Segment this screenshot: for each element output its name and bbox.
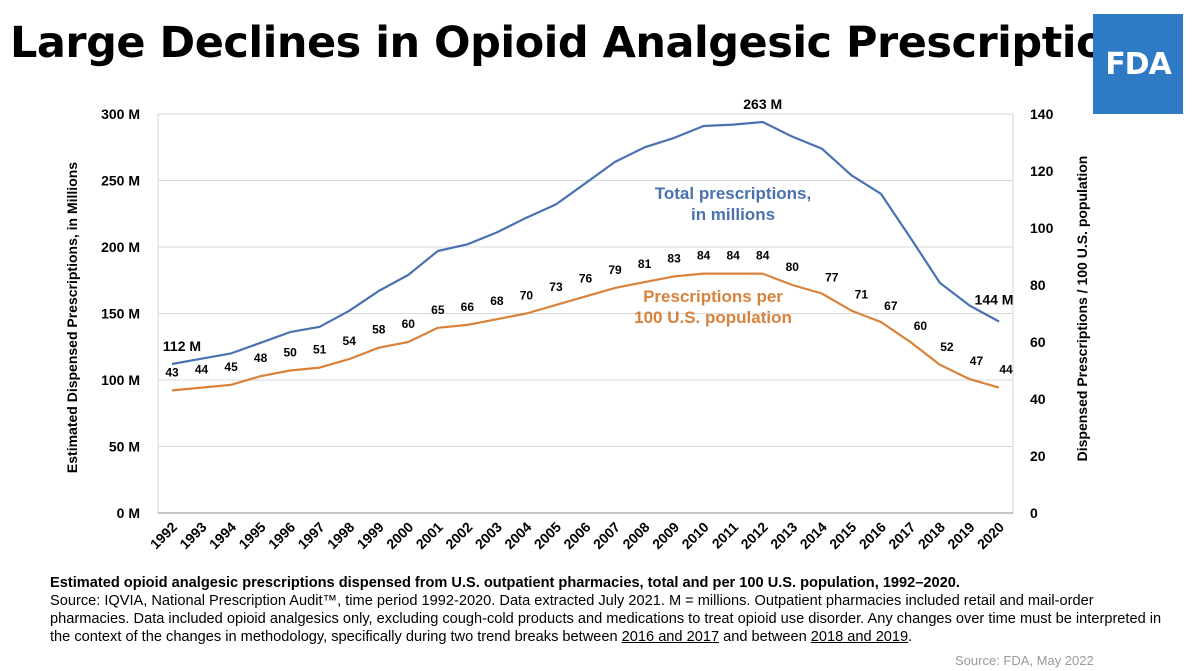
x-tick-label: 2003 [472,519,505,552]
y-left-axis-title: Estimated Dispensed Prescriptions, in Mi… [64,162,80,473]
per-100-series-label: 100 U.S. population [634,308,792,327]
per-100-data-label: 77 [825,271,839,285]
total-series-label: Total prescriptions, [655,184,812,203]
x-tick-label: 2014 [797,519,830,552]
x-tick-label: 2013 [767,519,800,552]
per-100-data-label: 51 [313,343,327,357]
per-100-data-label: 44 [195,363,209,377]
total-prescriptions-line [171,120,1000,366]
per-100-data-label: 58 [372,323,386,337]
y-left-tick-label: 150 M [101,306,140,322]
per-100-data-label: 84 [726,249,740,263]
x-tick-label: 2017 [885,519,918,552]
x-tick-label: 1997 [294,519,327,552]
data-labels: Total prescriptions, in millions 112 M 263 … [163,96,1014,379]
x-tick-label: 2008 [619,519,652,552]
caption-text-3: . [908,629,913,645]
x-tick-label: 2009 [649,519,682,552]
y-right-tick-label: 140 [1030,106,1054,122]
per-100-data-label: 73 [549,280,563,294]
x-tick-label: 1999 [354,519,387,552]
page-title: Large Declines in Opioid Analgesic Presc… [10,18,1161,68]
per-100-data-label: 68 [490,294,504,308]
per-100-data-label: 47 [970,354,984,368]
x-tick-label: 1993 [176,519,209,552]
caption-link-2018-2019[interactable]: 2018 and 2019 [810,629,909,645]
x-tick-label: 2004 [501,519,534,552]
per-100-data-label: 84 [697,249,711,263]
per-100-data-label: 81 [638,257,652,271]
x-tick-label: 2005 [531,519,564,552]
x-tick-label: 1995 [235,519,268,552]
x-tick-label: 2011 [709,519,742,552]
y-right-tick-label: 60 [1030,334,1046,350]
x-tick-label: 2015 [826,519,859,552]
x-tick-label: 2010 [678,519,711,552]
per-100-data-label: 84 [756,249,770,263]
total-annotation: 144 M [975,291,1014,307]
per-100-data-label: 50 [283,346,297,360]
fda-logo: FDA [1093,14,1183,114]
per-100-data-label: 80 [786,260,800,274]
x-tick-label: 2019 [944,519,977,552]
y-left-tick-label: 0 M [117,505,140,521]
x-tick-label: 2012 [737,519,770,552]
y-right-tick-label: 0 [1030,505,1038,521]
per-100-data-label: 79 [608,263,622,277]
axes: 0 M 50 M 100 M 150 M 200 M 250 M 300 M 0 20 40 60 8… [64,106,1090,552]
cutoff-source-text: Source: FDA, May 2022 [955,653,1094,668]
per-100-data-label: 48 [254,351,268,365]
per-100-data-label: 43 [165,365,179,379]
total-annotation: 263 M [743,96,782,112]
y-right-tick-label: 80 [1030,277,1046,293]
per-100-data-label: 76 [579,271,593,285]
x-tick-label: 2000 [383,519,416,552]
gridlines [157,113,1014,514]
per-100-data-label: 54 [343,334,357,348]
y-right-tick-label: 20 [1030,448,1046,464]
x-tick-label: 2018 [915,519,948,552]
figure-caption: Estimated opioid analgesic prescriptions… [50,574,1170,646]
per-100-data-label: 67 [884,299,898,313]
x-tick-label: 1998 [324,519,357,552]
caption-heading: Estimated opioid analgesic prescriptions… [50,575,960,591]
x-tick-label: 2020 [974,519,1007,552]
per-100-population-line [171,272,1000,392]
y-left-tick-label: 300 M [101,106,140,122]
y-right-tick-label: 100 [1030,220,1054,236]
y-right-tick-label: 40 [1030,391,1046,407]
x-tick-label: 1996 [265,519,298,552]
y-left-tick-label: 100 M [101,372,140,388]
x-tick-label: 2016 [856,519,889,552]
total-series-label: in millions [691,205,775,224]
per-100-data-label: 52 [940,340,954,354]
per-100-data-label: 70 [520,289,534,303]
y-left-tick-label: 200 M [101,239,140,255]
caption-text-2: and between [719,629,811,645]
x-tick-label: 2002 [442,519,475,552]
per-100-data-label: 71 [855,288,869,302]
x-tick-label: 2007 [590,519,623,552]
per-100-data-label: 60 [402,317,416,331]
total-annotation: 112 M [163,338,201,354]
series-lines [171,120,1000,392]
caption-link-2016-2017[interactable]: 2016 and 2017 [621,629,720,645]
per-100-data-label: 65 [431,303,445,317]
per-100-data-label: 60 [914,319,928,333]
x-tick-label: 2001 [413,519,446,552]
per-100-data-label: 83 [667,251,681,265]
per-100-data-label: 45 [224,360,238,374]
x-tick-label: 2006 [560,519,593,552]
per-100-data-label: 66 [461,300,475,314]
per-100-series-label: Prescriptions per [643,287,783,306]
x-tick-label: 1992 [147,519,180,552]
caption-text-1: Source: IQVIA, National Prescription Aud… [50,593,1162,645]
x-tick-label: 1994 [206,519,239,552]
y-left-tick-label: 50 M [109,439,140,455]
y-left-tick-label: 250 M [101,173,140,189]
y-right-tick-label: 120 [1030,163,1054,179]
y-right-axis-title: Dispensed Prescriptions / 100 U.S. popul… [1074,156,1090,462]
per-100-data-label: 44 [999,363,1013,377]
